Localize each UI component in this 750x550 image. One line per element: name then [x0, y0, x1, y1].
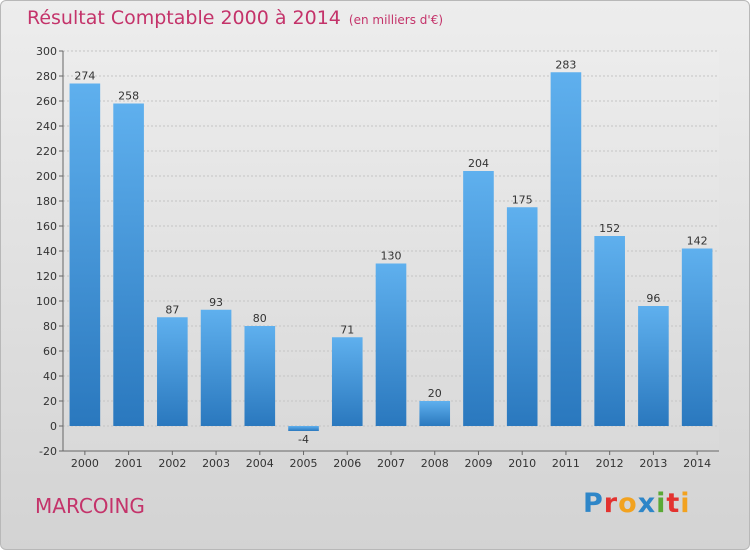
bar — [594, 236, 625, 426]
bar-value-label: 71 — [340, 323, 354, 336]
x-tick-label: 2007 — [377, 457, 405, 470]
bar — [375, 263, 407, 426]
y-tick-label: 100 — [36, 295, 57, 308]
bar-value-label: 130 — [381, 250, 402, 263]
bar — [638, 306, 669, 426]
logo-letter: r — [603, 488, 619, 519]
bar-value-label: 283 — [555, 58, 576, 71]
y-tick-label: 60 — [43, 345, 57, 358]
y-tick-label: 260 — [36, 95, 57, 108]
y-tick-label: 0 — [50, 420, 57, 433]
bars: 274 258 87 93 80 -4 71 130 20 204 175 283 152 96 142 — [69, 58, 713, 446]
y-tick-label: 20 — [43, 395, 57, 408]
x-tick-label: 2010 — [508, 457, 536, 470]
bar-value-label: -4 — [298, 433, 309, 446]
y-tick-label: 160 — [36, 220, 57, 233]
bar-value-label: 93 — [209, 296, 223, 309]
logo-letter: i — [656, 488, 667, 519]
y-tick-label: -20 — [39, 445, 57, 458]
chart-title: Résultat Comptable 2000 à 2014 (en millie… — [27, 7, 443, 29]
logo-letter: x — [637, 488, 657, 519]
x-tick-label: 2005 — [290, 457, 318, 470]
x-tick-label: 2000 — [71, 457, 99, 470]
bar — [113, 103, 144, 426]
logo-letter: o — [618, 488, 638, 519]
y-tick-label: 140 — [36, 245, 57, 258]
x-tick-label: 2004 — [246, 457, 274, 470]
y-tick-label: 280 — [36, 70, 57, 83]
x-tick-label: 2012 — [596, 457, 624, 470]
bar-value-label: 258 — [118, 90, 139, 103]
x-tick-label: 2001 — [115, 457, 143, 470]
x-axis: 2000 2001 2002 2003 2004 2005 2006 2007 2008 2009… — [63, 450, 719, 470]
y-tick-label: 40 — [43, 370, 57, 383]
commune-name: MARCOING — [35, 494, 145, 518]
bar-value-label: 142 — [687, 235, 708, 248]
bar-value-label: 274 — [74, 70, 95, 83]
y-axis: -20 0 20 40 60 80 100 120 140 160 180 200 220 240 260 2… — [36, 45, 64, 458]
logo-letter: i — [680, 488, 691, 519]
bar — [244, 326, 276, 426]
proxiti-logo: Proxiti — [583, 488, 691, 519]
x-tick-label: 2006 — [333, 457, 361, 470]
bar-value-label: 87 — [165, 303, 179, 316]
chart-unit: (en milliers d'€) — [348, 13, 444, 27]
x-tick-label: 2011 — [552, 457, 580, 470]
y-tick-label: 120 — [36, 270, 57, 283]
bar — [331, 337, 363, 426]
bar — [69, 83, 101, 426]
x-tick-label: 2002 — [158, 457, 186, 470]
bar-value-label: 20 — [428, 387, 442, 400]
logo-letter: t — [666, 488, 681, 519]
x-tick-label: 2003 — [202, 457, 230, 470]
x-tick-label: 2008 — [421, 457, 449, 470]
y-tick-label: 180 — [36, 195, 57, 208]
x-tick-label: 2013 — [639, 457, 667, 470]
bar-value-label: 80 — [253, 312, 267, 325]
y-tick-label: 220 — [36, 145, 57, 158]
bar-value-label: 204 — [468, 157, 489, 170]
x-tick-label: 2014 — [683, 457, 711, 470]
bar-value-label: 96 — [646, 292, 660, 305]
bar — [288, 426, 319, 431]
y-tick-label: 80 — [43, 320, 57, 333]
bar — [419, 401, 451, 426]
bar — [157, 317, 188, 426]
y-tick-label: 240 — [36, 120, 57, 133]
y-tick-label: 300 — [36, 45, 57, 58]
bar — [200, 309, 232, 426]
chart-title-text: Résultat Comptable 2000 à 2014 — [27, 7, 341, 29]
bar — [506, 207, 538, 426]
bar-value-label: 152 — [599, 222, 620, 235]
bar — [550, 72, 582, 426]
bar-value-label: 175 — [512, 193, 533, 206]
logo-letter: P — [583, 488, 604, 519]
y-tick-label: 200 — [36, 170, 57, 183]
bar — [681, 248, 713, 426]
bar — [463, 171, 494, 426]
x-tick-label: 2009 — [464, 457, 492, 470]
